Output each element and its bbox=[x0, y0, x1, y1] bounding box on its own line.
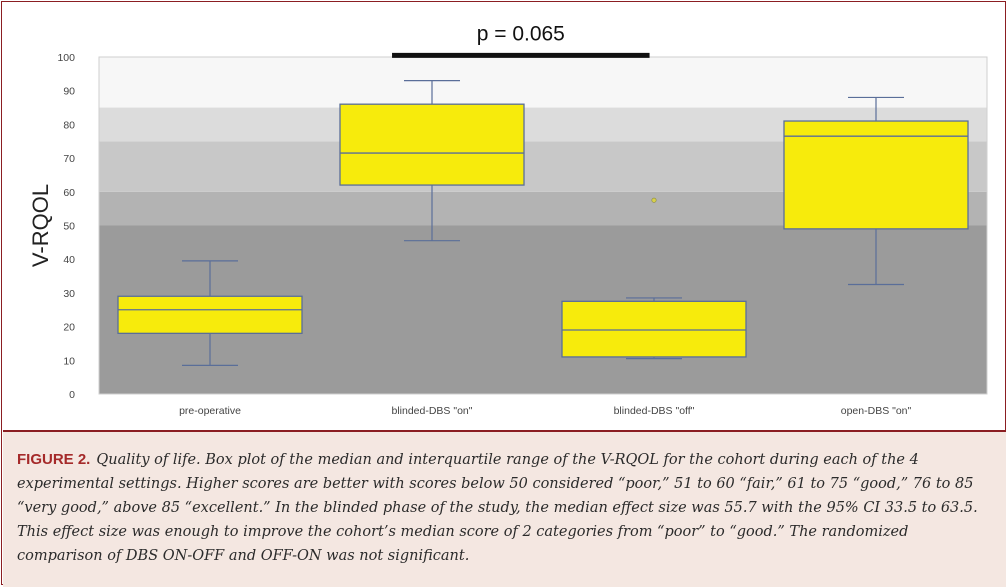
y-tick-label: 20 bbox=[63, 322, 75, 334]
x-tick-label: open-DBS "on" bbox=[841, 405, 912, 417]
y-tick-label: 90 bbox=[63, 86, 75, 98]
y-tick-label: 50 bbox=[63, 221, 75, 233]
y-tick-label: 60 bbox=[63, 187, 75, 199]
caption-body: Quality of life. Box plot of the median … bbox=[17, 452, 978, 564]
y-tick-label: 40 bbox=[63, 254, 75, 266]
box-2 bbox=[561, 300, 747, 358]
box-0 bbox=[117, 295, 303, 334]
outlier-point bbox=[651, 197, 657, 203]
y-tick-label: 80 bbox=[63, 119, 75, 131]
band-4 bbox=[99, 57, 987, 108]
y-tick-label: 0 bbox=[69, 389, 75, 401]
box-3 bbox=[783, 120, 969, 230]
y-tick-label: 10 bbox=[63, 355, 75, 367]
y-tick-label: 30 bbox=[63, 288, 75, 300]
figure-caption: FIGURE 2. Quality of life. Box plot of th… bbox=[3, 430, 1006, 587]
y-tick-label: 70 bbox=[63, 153, 75, 165]
x-tick-label: blinded-DBS "off" bbox=[614, 405, 695, 417]
box-1 bbox=[339, 103, 525, 186]
y-axis-label: V-RQOL bbox=[28, 184, 53, 267]
y-tick-label: 100 bbox=[57, 52, 75, 64]
caption-text: FIGURE 2. Quality of life. Box plot of th… bbox=[17, 448, 992, 568]
caption-label: FIGURE 2. bbox=[17, 451, 91, 468]
p-value-label: p = 0.065 bbox=[477, 22, 565, 45]
box-plot-chart: 0 10 20 30 40 50 60 70 80 90 100 V-RQOL pre-operativ… bbox=[28, 22, 988, 417]
x-tick-label: pre-operative bbox=[179, 405, 241, 417]
x-tick-label: blinded-DBS "on" bbox=[391, 405, 472, 417]
